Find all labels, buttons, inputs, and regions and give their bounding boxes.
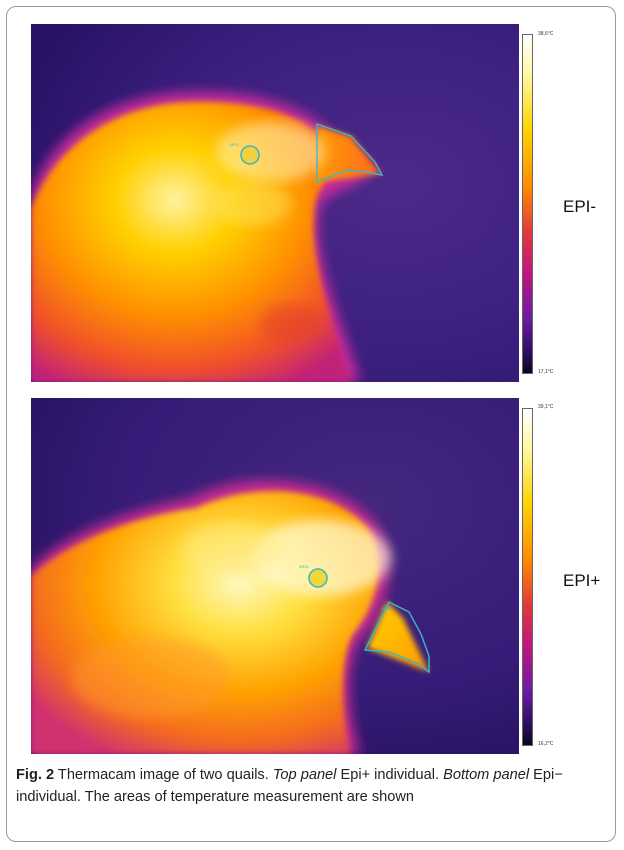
caption-italic-2: Bottom panel xyxy=(443,767,530,783)
caption-fig-label: Fig. 2 xyxy=(16,767,55,783)
panel-label-top: EPI- xyxy=(563,197,597,216)
caption-text-2: Epi+ individual. xyxy=(336,767,444,783)
roi-label-eye-bottom: AR01 xyxy=(299,564,310,569)
scale-min-bottom: 16,2°C xyxy=(538,741,554,747)
thermal-image-bottom: AR01 AR02 xyxy=(31,398,519,754)
scale-max-top: 38,6°C xyxy=(538,31,554,37)
caption-text-3: Epi− individual. The areas of temperatur… xyxy=(16,767,563,805)
eye-roi-bottom xyxy=(308,568,328,588)
caption-italic-1: Top panel xyxy=(272,767,337,783)
figure-frame xyxy=(6,6,616,842)
figure-caption: Fig. 2 Thermacam image of two quails. To… xyxy=(16,764,610,808)
temperature-scale-top xyxy=(522,34,533,374)
beak-roi-bottom xyxy=(363,601,430,674)
roi-label-beak-bottom: AR02 xyxy=(381,606,392,611)
panel-label-bottom: EPI+ xyxy=(563,571,601,590)
scale-max-bottom: 39,1°C xyxy=(538,404,554,410)
temperature-scale-bottom xyxy=(522,408,533,746)
roi-label-top: AR01 xyxy=(229,142,240,147)
thermal-image-top: AR01 xyxy=(31,24,519,382)
scale-min-top: 17,1°C xyxy=(538,369,554,375)
eye-roi-top xyxy=(240,145,260,165)
beak-roi-top xyxy=(316,123,384,184)
caption-text-1: Thermacam image of two quails. xyxy=(54,767,273,783)
